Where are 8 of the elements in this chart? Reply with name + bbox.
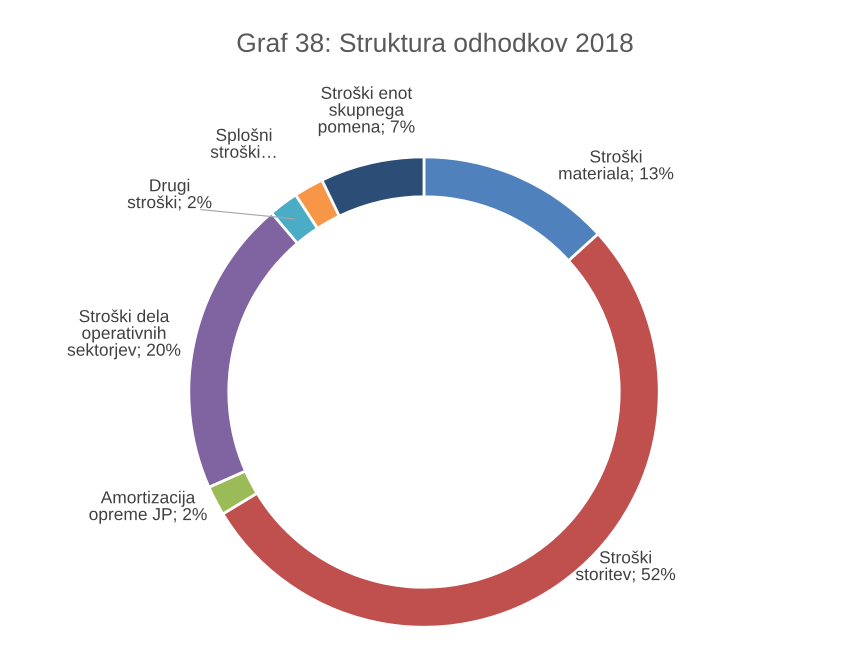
slice-label: Amortizacija opreme JP; 2% (89, 490, 207, 524)
slice-label: Drugi stroški; 2% (128, 178, 212, 210)
slice-label: Stroški enot skupnega pomena; 7% (318, 86, 415, 136)
slice-label: Stroški storitev; 52% (576, 550, 676, 582)
slice-label: Stroški materiala; 13% (559, 150, 674, 182)
chart-title: Graf 38: Struktura odhodkov 2018 (238, 32, 633, 52)
slice-label: Stroški dela operativnih sektorjev; 20% (68, 309, 180, 360)
slice-label: Splošni stroški… (210, 128, 276, 158)
